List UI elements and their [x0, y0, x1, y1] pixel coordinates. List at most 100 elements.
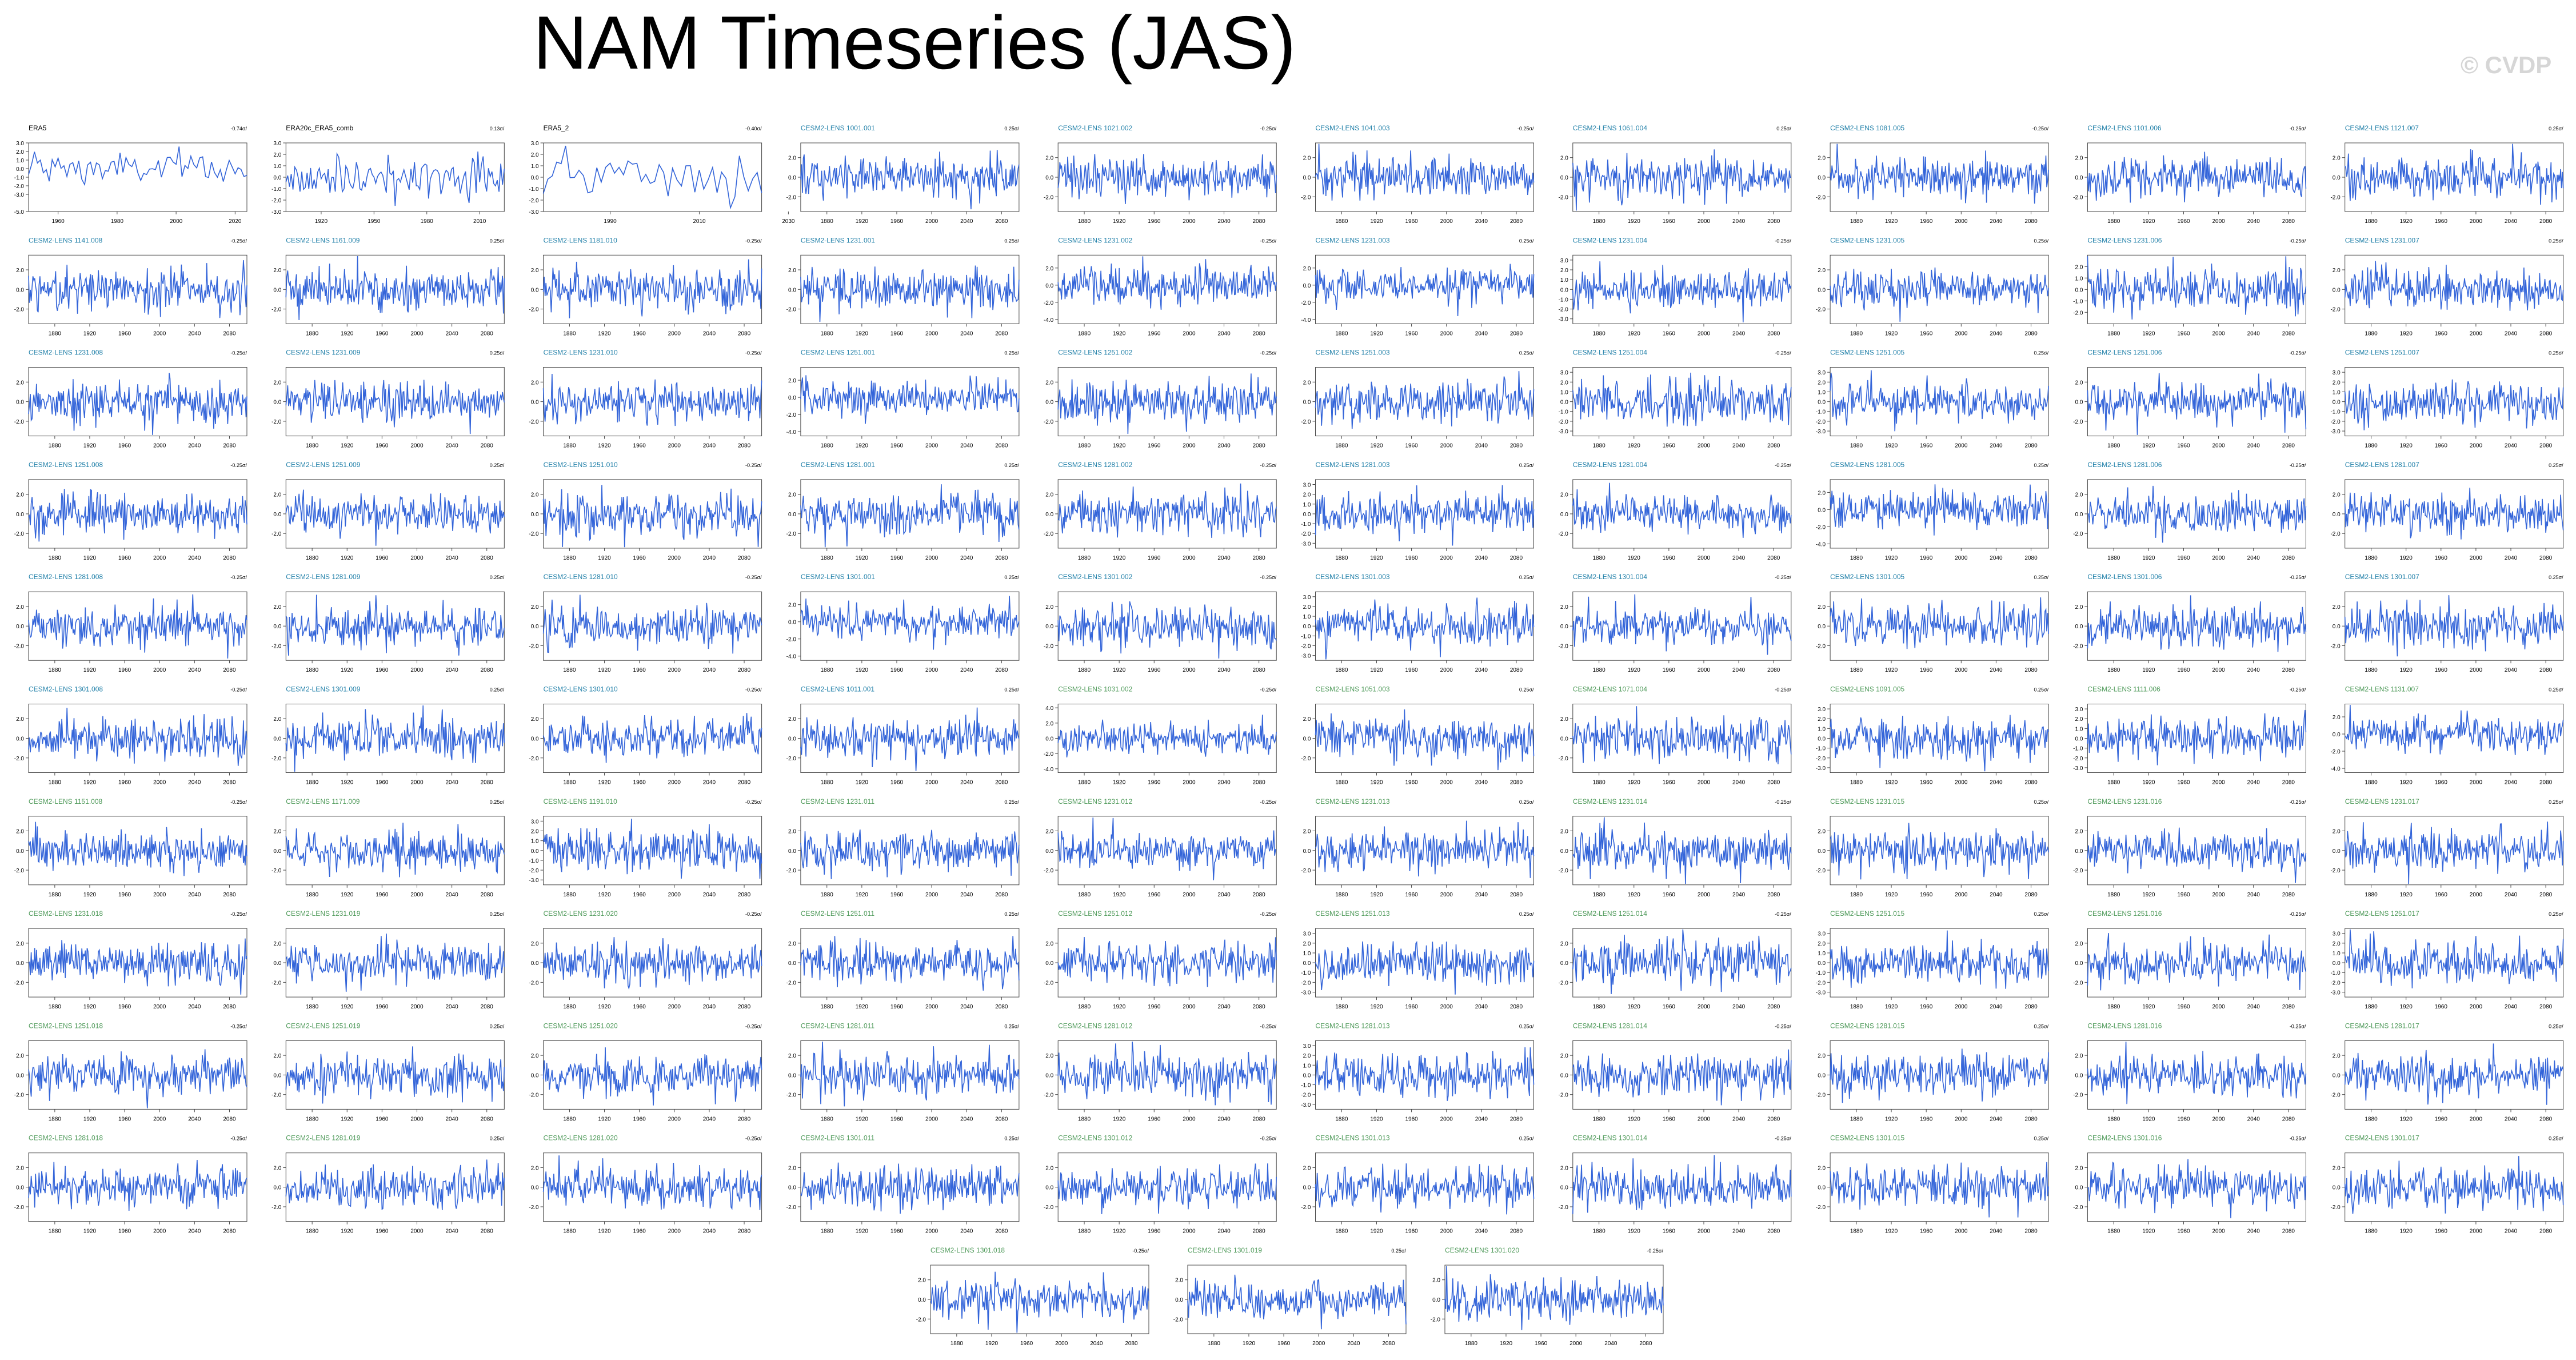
x-tick-label: 1880: [821, 555, 834, 561]
y-tick-label: 2.0: [1045, 604, 1053, 611]
y-tick-label: 0.0: [531, 1072, 539, 1079]
y-tick-label: -3.0: [271, 209, 282, 216]
y-tick-label: 0.0: [273, 175, 281, 181]
trend-label: -0.25σ/: [230, 462, 247, 468]
panel-title: CESM2-LENS 1231.006: [2087, 236, 2162, 244]
y-tick-label: 2.0: [1818, 604, 1826, 611]
y-tick-label: -2.0: [529, 756, 539, 762]
panel: CESM2-LENS 1011.001 0.25σ/2.0 0.0 -2.0 1880 1…: [786, 685, 1020, 786]
y-tick-label: 1.0: [1560, 389, 1568, 396]
x-tick-label: 2040: [960, 1004, 973, 1010]
y-tick-label: 2.0: [16, 604, 24, 611]
x-tick-label: 2040: [1217, 1004, 1231, 1010]
series-line: [1830, 267, 2049, 322]
trend-label: 0.25σ/: [1004, 1023, 1019, 1029]
x-tick-label: 1880: [563, 780, 576, 786]
x-tick-label: 2000: [1183, 443, 1196, 449]
x-tick-label: 1880: [563, 1229, 576, 1235]
y-tick-label: -2.0: [2330, 643, 2341, 649]
x-tick-label: 2080: [2539, 780, 2553, 786]
panel-title: CESM2-LENS 1251.005: [1830, 349, 1904, 357]
panel-title: CESM2-LENS 1231.020: [544, 910, 618, 918]
y-tick-label: 2.0: [273, 829, 281, 835]
x-tick-label: 1960: [1920, 1229, 1933, 1235]
panel-title: CESM2-LENS 1231.010: [544, 349, 618, 357]
x-tick-label: 1920: [2400, 330, 2413, 337]
panel: CESM2-LENS 1281.005 0.25σ/2.0 0.0 -2.0 -4.0 1…: [1816, 461, 2049, 561]
panel: CESM2-LENS 1301.006 -0.25σ/2.0 0.0 -2.0 1880…: [2073, 573, 2307, 673]
x-tick-label: 2000: [1569, 1341, 1583, 1347]
y-tick-label: -2.0: [1301, 868, 1311, 874]
x-tick-label: 2040: [1475, 1116, 1488, 1122]
series-line: [800, 484, 1020, 548]
panel: CESM2-LENS 1251.016 -0.25σ/2.0 0.0 -2.0 1880…: [2073, 910, 2307, 1010]
y-tick-label: -3.0: [2330, 990, 2341, 996]
y-tick-label: 2.0: [273, 268, 281, 274]
x-tick-label: 2080: [995, 780, 1008, 786]
y-tick-label: 2.0: [531, 380, 539, 386]
x-tick-label: 2000: [1698, 555, 1711, 561]
x-tick-label: 2000: [1698, 218, 1711, 225]
y-tick-label: 0.0: [2333, 848, 2341, 855]
y-tick-label: 2.0: [2075, 492, 2083, 498]
panel-title: CESM2-LENS 1231.004: [1573, 236, 1647, 244]
x-tick-label: 1920: [1370, 892, 1383, 898]
series-line: [1830, 484, 2049, 536]
x-tick-label: 2040: [1217, 892, 1231, 898]
x-tick-label: 1960: [1663, 443, 1676, 449]
x-tick-label: 2080: [223, 667, 236, 673]
x-tick-label: 1960: [376, 555, 389, 561]
panel-title: CESM2-LENS 1251.020: [544, 1022, 618, 1030]
x-tick-label: 2040: [703, 330, 716, 337]
y-tick-label: -2.0: [529, 1092, 539, 1099]
x-tick-label: 1960: [890, 443, 904, 449]
trend-label: 0.25σ/: [1004, 1136, 1019, 1142]
series-line: [2087, 595, 2307, 652]
x-tick-label: 2040: [445, 443, 458, 449]
y-tick-label: 2.0: [1045, 829, 1053, 835]
x-tick-label: 1960: [633, 555, 646, 561]
x-tick-label: 2000: [2212, 330, 2225, 337]
trend-label: 0.25σ/: [1519, 911, 1534, 917]
y-tick-label: 0.0: [1045, 175, 1053, 181]
x-tick-label: 2000: [2212, 1229, 2225, 1235]
x-tick-label: 1880: [49, 1116, 62, 1122]
x-tick-label: 2000: [1955, 780, 1968, 786]
x-tick-label: 1920: [2400, 1004, 2413, 1010]
x-tick-label: 2000: [1440, 1116, 1453, 1122]
x-tick-label: 2000: [1698, 667, 1711, 673]
x-tick-label: 1960: [1148, 892, 1161, 898]
plot-frame: [1830, 479, 2049, 549]
y-tick-label: 2.0: [1045, 721, 1053, 727]
x-tick-label: 1880: [1850, 1229, 1863, 1235]
y-tick-label: 1.0: [2333, 389, 2341, 396]
trend-label: 0.25σ/: [2034, 687, 2049, 693]
x-tick-label: 1880: [306, 330, 319, 337]
trend-label: 0.25σ/: [1519, 799, 1534, 805]
y-tick-label: -1.0: [1816, 746, 1826, 752]
x-tick-label: 2000: [2212, 218, 2225, 225]
trend-label: 0.25σ/: [1519, 687, 1534, 693]
panel-title: ERA5_2: [544, 124, 569, 132]
y-tick-label: -2.0: [786, 531, 797, 537]
x-tick-label: 1880: [821, 667, 834, 673]
y-tick-label: 2.0: [1432, 1278, 1440, 1284]
x-tick-label: 2040: [703, 1004, 716, 1010]
series-line: [285, 1159, 505, 1210]
x-tick-label: 2080: [1510, 1004, 1523, 1010]
y-tick-label: 2.0: [1818, 490, 1826, 496]
x-tick-label: 1920: [341, 780, 354, 786]
x-tick-label: 2040: [1475, 443, 1488, 449]
panel: CESM2-LENS 1231.012 -0.25σ/2.0 0.0 -2.0 1880…: [1044, 797, 1277, 898]
panel-title: CESM2-LENS 1281.011: [801, 1022, 875, 1030]
y-tick-label: 0.0: [1045, 283, 1053, 289]
x-tick-label: 1960: [1148, 1229, 1161, 1235]
series-line: [800, 150, 1020, 210]
x-tick-label: 1960: [1920, 443, 1933, 449]
plot-frame: [2087, 591, 2306, 661]
x-tick-label: 1880: [2107, 1116, 2120, 1122]
series-line: [800, 1042, 1020, 1107]
panel: CESM2-LENS 1231.014 -0.25σ/2.0 0.0 -2.0 1880…: [1559, 797, 1792, 898]
trend-label: -0.25σ/: [2290, 687, 2306, 693]
x-tick-label: 2040: [2505, 555, 2518, 561]
